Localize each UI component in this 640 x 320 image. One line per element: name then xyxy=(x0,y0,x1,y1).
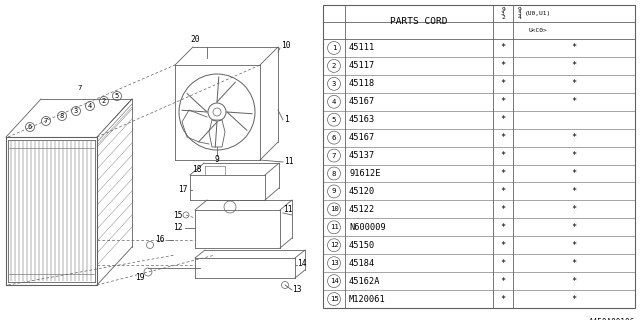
Text: 91612E: 91612E xyxy=(349,169,381,178)
Text: 14: 14 xyxy=(297,260,307,268)
Text: (U0,U1): (U0,U1) xyxy=(525,11,551,16)
Text: *: * xyxy=(500,241,506,250)
Text: 9
3
2: 9 3 2 xyxy=(501,7,505,20)
Text: 7: 7 xyxy=(44,118,48,124)
Text: 45163: 45163 xyxy=(349,115,375,124)
Text: 2: 2 xyxy=(102,98,106,104)
Text: *: * xyxy=(572,223,577,232)
Text: *: * xyxy=(500,151,506,160)
Text: 15: 15 xyxy=(173,211,183,220)
Text: 3: 3 xyxy=(74,108,78,114)
Text: *: * xyxy=(500,79,506,88)
Text: *: * xyxy=(500,276,506,285)
Text: 45167: 45167 xyxy=(349,133,375,142)
Text: 45137: 45137 xyxy=(349,151,375,160)
Text: 13: 13 xyxy=(330,260,339,266)
Bar xyxy=(323,5,635,308)
Text: *: * xyxy=(572,97,577,106)
Text: *: * xyxy=(500,115,506,124)
Text: 20: 20 xyxy=(190,36,200,44)
Text: 45150: 45150 xyxy=(349,241,375,250)
Text: *: * xyxy=(572,79,577,88)
Text: 45167: 45167 xyxy=(349,97,375,106)
Text: *: * xyxy=(572,133,577,142)
Text: *: * xyxy=(572,187,577,196)
Text: 12: 12 xyxy=(330,242,339,248)
Text: 4: 4 xyxy=(88,103,92,109)
Text: 6: 6 xyxy=(332,135,336,140)
Text: *: * xyxy=(500,44,506,52)
Text: *: * xyxy=(572,44,577,52)
Text: *: * xyxy=(500,294,506,304)
Text: 12: 12 xyxy=(173,223,183,233)
Text: 7: 7 xyxy=(78,85,82,91)
Text: PARTS CORD: PARTS CORD xyxy=(390,18,448,27)
Text: 15: 15 xyxy=(330,296,339,302)
Text: *: * xyxy=(572,294,577,304)
Text: 19: 19 xyxy=(135,274,145,283)
Text: 1: 1 xyxy=(284,116,289,124)
Text: 10: 10 xyxy=(330,206,339,212)
Text: *: * xyxy=(572,205,577,214)
Text: U<C0>: U<C0> xyxy=(529,28,547,33)
Text: 45184: 45184 xyxy=(349,259,375,268)
Text: 9: 9 xyxy=(332,188,336,195)
Text: 45120: 45120 xyxy=(349,187,375,196)
Text: 9: 9 xyxy=(214,156,220,164)
Text: 3: 3 xyxy=(332,81,336,87)
Text: 7: 7 xyxy=(332,153,336,159)
Text: 8: 8 xyxy=(60,113,64,119)
Text: 4: 4 xyxy=(332,99,336,105)
Text: 16: 16 xyxy=(155,236,164,244)
Text: 11: 11 xyxy=(330,224,339,230)
Text: 11: 11 xyxy=(284,157,294,166)
Text: 5: 5 xyxy=(115,93,119,99)
Text: *: * xyxy=(500,187,506,196)
Text: 9
3
4: 9 3 4 xyxy=(518,7,522,20)
Text: 45162A: 45162A xyxy=(349,276,381,285)
Text: 8: 8 xyxy=(332,171,336,177)
Text: *: * xyxy=(572,151,577,160)
Text: 18: 18 xyxy=(192,165,202,174)
Text: *: * xyxy=(500,169,506,178)
Text: *: * xyxy=(500,205,506,214)
Text: N600009: N600009 xyxy=(349,223,386,232)
Text: *: * xyxy=(572,61,577,70)
Text: *: * xyxy=(572,276,577,285)
Text: 11: 11 xyxy=(283,205,292,214)
Text: 5: 5 xyxy=(332,117,336,123)
Text: *: * xyxy=(500,133,506,142)
Text: 14: 14 xyxy=(330,278,339,284)
Text: 45111: 45111 xyxy=(349,44,375,52)
Text: 45118: 45118 xyxy=(349,79,375,88)
Text: *: * xyxy=(572,241,577,250)
Text: *: * xyxy=(572,259,577,268)
Text: *: * xyxy=(500,259,506,268)
Text: *: * xyxy=(500,223,506,232)
Text: *: * xyxy=(572,169,577,178)
Text: 45122: 45122 xyxy=(349,205,375,214)
Text: *: * xyxy=(500,61,506,70)
Text: 45117: 45117 xyxy=(349,61,375,70)
Text: M120061: M120061 xyxy=(349,294,386,304)
Text: 17: 17 xyxy=(178,186,188,195)
Text: 1: 1 xyxy=(332,45,336,51)
Text: 6: 6 xyxy=(28,124,32,130)
Text: 13: 13 xyxy=(292,285,301,294)
Text: *: * xyxy=(500,97,506,106)
Text: 2: 2 xyxy=(332,63,336,69)
Text: A450A00106: A450A00106 xyxy=(589,318,635,320)
Text: 10: 10 xyxy=(281,42,291,51)
